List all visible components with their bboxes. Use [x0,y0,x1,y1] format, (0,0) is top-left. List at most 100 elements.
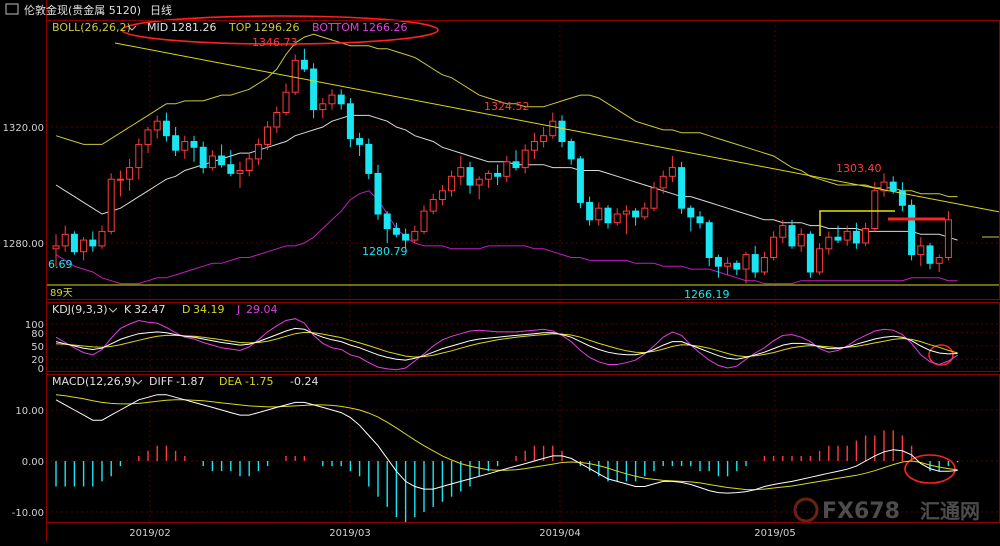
candle-up [871,190,879,230]
window-title: 伦敦金现(贵金属 5120) [24,3,141,17]
watermark-brand: FX678 [822,499,900,524]
grid-lines [46,20,1000,522]
candle-down [494,172,502,177]
boll-top-label: TOP [228,21,251,34]
candle-up [779,225,787,238]
candle-down [733,262,741,270]
watermark-logo-icon [793,497,819,523]
candle-down [512,161,520,169]
low-label-2: 1266.19 [684,288,730,301]
window-icon[interactable] [5,3,19,15]
candle-up [144,129,152,145]
kdj-tick-label: 100 [25,320,44,331]
candle-up [438,190,446,201]
candle-down [402,233,410,241]
candle-up [264,126,272,145]
chevron-down-icon[interactable] [108,307,118,313]
candle-up [944,219,952,259]
kdj-j-value: 29.04 [246,303,278,316]
candle-down [908,204,916,256]
candle-up [319,103,327,111]
candle-up [282,91,290,113]
macd-dea-value: -1.75 [245,375,273,388]
candle-up [181,141,189,151]
candle-up [208,155,216,169]
macd-value: -0.24 [290,375,318,388]
box-line [819,210,895,236]
candle-up [935,257,943,264]
macd-dea-label: DEA [219,375,242,388]
chevron-down-icon[interactable] [133,379,143,385]
candle-up [254,143,262,160]
kdj-tick-label: 50 [31,342,44,353]
candle-down [310,68,318,111]
candle-up [126,167,134,180]
candle-up [107,178,115,232]
candle-up [843,230,851,241]
macd-legend: MACD(12,26,9) DIFF -1.87 DEA -1.75 -0.24 [52,375,318,388]
macd-histogram [55,430,959,523]
boll-label: BOLL(26,26,2) [52,21,131,34]
date-tick-label: 2019/02 [129,528,171,539]
candle-down [172,135,180,151]
candle-up [659,175,667,189]
period-label: 日线 [150,3,172,17]
kdj-j-line [55,318,958,371]
candle-down [392,228,400,235]
high-label-1: 1346.73 [252,36,298,49]
price-annotations: 1346.73 1324.52 1303.40 1280.79 1266.19 … [48,36,882,301]
boll-mid-label: MID [147,21,168,34]
candle-up [98,230,106,247]
watermark: FX678 汇通网 [793,497,980,524]
boll-top-value: 1296.26 [254,21,300,34]
candle-down [696,216,704,224]
candle-up [742,254,750,270]
candle-down [374,172,382,215]
candle-down [190,141,198,148]
macd-tick-label: 0.00 [22,457,44,468]
candle-up [880,181,888,192]
candle-down [604,207,612,224]
candle-down [383,213,391,229]
candle-down [586,201,594,221]
kdj-lines [55,318,958,371]
kdj-k-value: 32.47 [134,303,166,316]
candle-down [678,167,686,209]
candle-down [687,207,695,218]
candle-up [80,239,88,253]
candle-down [751,254,759,273]
macd-tick-label: -10.00 [12,508,44,519]
boll-highlight-ellipse [121,15,439,45]
candle-down [806,233,814,273]
candle-up [797,233,805,247]
candle-down [70,233,78,253]
price-tick-label: 1320.00 [3,123,44,134]
boll-legend: BOLL(26,26,2) MID 1281.26 TOP 1296.26 BO… [52,21,408,34]
candle-up [622,210,630,215]
date-tick-label: 2019/03 [329,528,371,539]
kdj-j-label: J [236,303,240,316]
candle-down [466,167,474,186]
candle-up [770,236,778,258]
high-label-2: 1324.52 [484,100,530,113]
candle-down [632,210,640,218]
title-bar: 伦敦金现(贵金属 5120) 日线 [5,3,172,17]
candle-up [530,141,538,151]
partial-left-label: 6.69 [48,258,73,271]
candle-down [567,141,575,160]
chevron-down-icon[interactable] [127,25,137,31]
candle-down [926,245,934,264]
kdj-tick-label: 0 [38,364,44,375]
candle-down [337,94,345,105]
candle-down [162,120,170,137]
candle-down [365,143,373,174]
date-tick-label: 2019/05 [754,528,796,539]
candle-up [650,187,658,209]
kdj-k-line [55,327,958,361]
candle-up [484,172,492,180]
macd-highlight-circle [904,454,956,484]
candle-up [61,233,69,247]
candle-down [89,239,97,247]
